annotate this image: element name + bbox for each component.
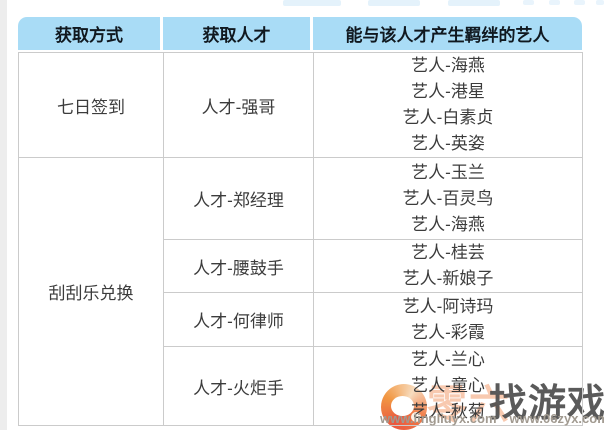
table-row: 刮刮乐兑换 人才-郑经理 艺人-玉兰 艺人-百灵鸟 艺人-海燕 — [18, 157, 583, 426]
artist-name: 艺人-港星 — [411, 82, 485, 101]
table-row: 人才-火炬手 艺人-兰心 艺人-童心 艺人-秋菊 — [19, 346, 583, 426]
artist-name: 艺人-桂芸 — [411, 243, 485, 262]
artists-cell: 艺人-阿诗玛 艺人-彩霞 — [313, 292, 583, 347]
watermark-urls: www.lingliuyx.com www.06zyx.com — [380, 411, 604, 426]
talent-cell: 人才-腰鼓手 — [163, 239, 314, 293]
artist-name: 艺人-彩霞 — [411, 322, 485, 342]
artist-name: 艺人-百灵鸟 — [402, 188, 494, 208]
header-bonded-artists: 能与该人才产生羁绊的艺人 — [313, 17, 582, 50]
artist-name: 艺人-白素贞 — [402, 108, 494, 127]
watermark-url-left: www.lingliuyx.com — [380, 411, 497, 426]
toolbar-remnant — [283, 0, 341, 6]
table-row: 人才-腰鼓手 艺人-桂芸 艺人-新娘子 — [19, 239, 583, 293]
table-row: 七日签到 人才-强哥 艺人-海燕 艺人-港星 艺人-白素贞 艺人-英姿 — [18, 52, 583, 158]
artist-name: 艺人-兰心 — [411, 350, 485, 369]
artists-cell: 艺人-桂芸 艺人-新娘子 — [313, 239, 583, 293]
artist-name: 艺人-海燕 — [411, 56, 485, 75]
table-header-row: 获取方式 获取人才 能与该人才产生羁绊的艺人 — [18, 17, 582, 50]
talent-cell: 人才-郑经理 — [163, 157, 314, 240]
artist-name: 艺人-秋菊 — [411, 402, 485, 421]
artist-name: 艺人-童心 — [411, 376, 485, 395]
artists-cell: 艺人-海燕 艺人-港星 艺人-白素贞 艺人-英姿 — [313, 52, 583, 158]
header-acquisition-method: 获取方式 — [18, 17, 160, 50]
artist-name: 艺人-英姿 — [411, 134, 485, 153]
toolbar-remnant — [596, 0, 604, 5]
toolbar-remnant — [448, 0, 500, 6]
artists-cell: 艺人-兰心 艺人-童心 艺人-秋菊 — [313, 346, 583, 426]
talent-cell: 人才-火炬手 — [163, 346, 314, 426]
talent-cell: 人才-何律师 — [163, 292, 314, 347]
table-row: 人才-何律师 艺人-阿诗玛 艺人-彩霞 — [19, 292, 583, 347]
toolbar-remnant — [523, 0, 534, 5]
method-cell: 刮刮乐兑换 — [18, 157, 164, 426]
header-acquired-talent: 获取人才 — [163, 17, 310, 50]
artist-name: 艺人-海燕 — [411, 214, 485, 234]
talent-bond-table: 获取方式 获取人才 能与该人才产生羁绊的艺人 七日签到 人才-强哥 艺人-海燕 … — [18, 17, 583, 426]
artists-cell: 艺人-玉兰 艺人-百灵鸟 艺人-海燕 — [313, 157, 583, 240]
artist-name: 艺人-阿诗玛 — [402, 296, 494, 316]
talent-cell: 人才-强哥 — [163, 52, 314, 158]
artist-name: 艺人-玉兰 — [411, 162, 485, 182]
watermark-url-right: www.06zyx.com — [509, 411, 604, 426]
artist-name: 艺人-新娘子 — [402, 269, 494, 288]
method-cell: 七日签到 — [18, 52, 164, 158]
toolbar-remnant — [549, 0, 560, 5]
toolbar-remnant — [574, 0, 585, 5]
page-left-margin-strip — [0, 0, 7, 430]
toolbar-remnant — [368, 0, 420, 6]
